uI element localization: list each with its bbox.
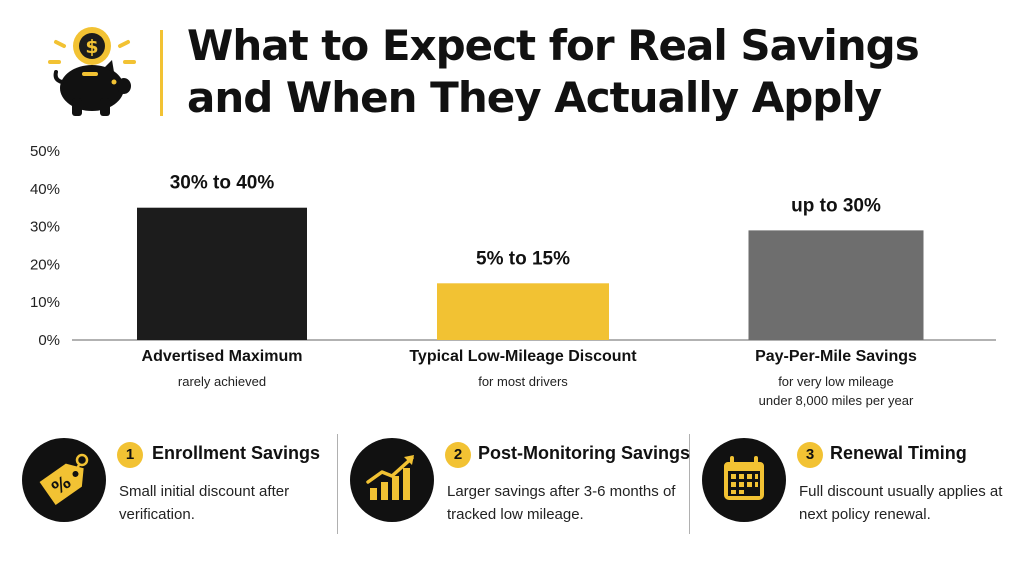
category-subtitle: for most drivers [478,374,568,389]
step-number-badge: 2 [445,442,471,468]
step-icon-circle [350,438,434,522]
step-title: Renewal Timing [830,443,967,463]
title-line-1: What to Expect for Real Savings [187,21,920,70]
step-enrollment: % 1 Enrollment Savings Small initial dis… [22,430,352,540]
y-tick-label: 50% [30,143,60,160]
logo-dollar-symbol: $ [85,36,98,58]
step-title: Enrollment Savings [152,443,321,463]
bar-data-label: 5% to 15% [476,248,570,269]
step-renewal-timing: 3 Renewal Timing Full discount usually a… [702,430,1024,540]
title-line-2: and When They Actually Apply [187,73,882,122]
step-title: Post-Monitoring Savings [478,443,691,463]
category-label: Typical Low-Mileage Discount [409,348,637,365]
chart-canvas: 0% 10% 20% 30% 40% 50% 30% to 40% 5% to 15% up t… [30,143,996,349]
category-advertised-maximum: Advertised Maximum rarely achieved [72,348,372,391]
category-typical-low-mileage: Typical Low-Mileage Discount for most dr… [373,348,673,391]
header: $ What to Expect for Real Savings and Wh… [0,0,1024,130]
category-label: Advertised Maximum [141,348,303,365]
step-number-badge: 1 [117,442,143,468]
step-post-monitoring: 2 Post-Monitoring Savings Larger savings… [350,430,690,540]
step-description: Full discount usually applies at next po… [799,483,1003,523]
calendar-icon [724,456,764,500]
percent-tag-icon: % [39,453,89,505]
category-subtitle: for very low mileage under 8,000 miles p… [758,374,914,408]
bar-data-label: up to 30% [791,195,881,216]
category-subtitle: rarely achieved [177,374,267,389]
bar [137,207,307,340]
growth-chart-icon [366,455,414,500]
timeline-steps: % 1 Enrollment Savings Small initial dis… [0,430,1024,570]
step-divider [689,434,690,534]
step-icon-circle [702,438,786,522]
bar [437,283,609,340]
page-title: What to Expect for Real Savings and When… [187,20,987,124]
y-tick-label: 0% [38,332,60,349]
category-pay-per-mile: Pay-Per-Mile Savings for very low mileag… [686,348,986,410]
step-description: Small initial discount after verificatio… [119,483,290,523]
step-icon-circle: % [22,438,106,522]
step-number-badge: 3 [797,442,823,468]
y-tick-label: 10% [30,294,60,311]
step-divider [337,434,338,534]
y-tick-label: 30% [30,219,60,236]
y-tick-label: 40% [30,181,60,198]
title-divider [160,30,163,116]
bar [748,230,924,340]
category-label: Pay-Per-Mile Savings [755,348,917,365]
bar-data-label: 30% to 40% [170,173,275,194]
y-tick-label: 20% [30,256,60,273]
step-description: Larger savings after 3-6 months of track… [447,483,676,523]
piggy-bank-dollar-icon: $ [48,27,136,116]
savings-bar-chart: 0% 10% 20% 30% 40% 50% 30% to 40% 5% to 15% up t… [0,130,1024,420]
